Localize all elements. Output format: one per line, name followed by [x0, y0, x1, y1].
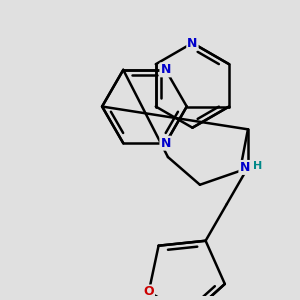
Text: O: O: [143, 285, 154, 298]
Text: N: N: [239, 161, 250, 174]
Text: N: N: [160, 137, 171, 150]
Text: N: N: [160, 63, 171, 76]
Text: N: N: [187, 37, 198, 50]
Text: H: H: [253, 161, 262, 171]
